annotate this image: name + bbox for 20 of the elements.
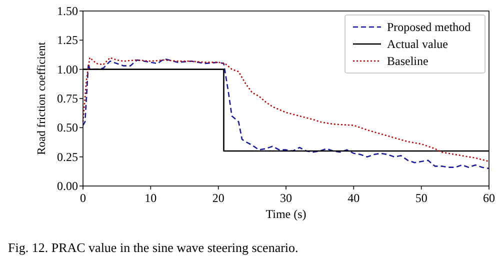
x-tick-label: 60: [483, 191, 495, 205]
y-tick-label: 1.50: [57, 4, 78, 18]
x-tick-label: 30: [280, 191, 292, 205]
x-tick-label: 10: [144, 191, 157, 205]
x-tick-label: 0: [80, 191, 86, 205]
x-tick-label: 40: [348, 191, 360, 205]
y-axis-title: Road friction coefficient: [36, 41, 48, 155]
legend-label: Baseline: [387, 54, 428, 68]
y-tick-label: 0.50: [57, 120, 78, 135]
y-tick-label: 1.00: [57, 62, 78, 76]
x-tick-label: 50: [415, 191, 428, 205]
x-tick-label: 20: [212, 191, 224, 205]
x-axis-title: Time (s): [266, 207, 306, 221]
legend-label: Actual value: [387, 37, 448, 51]
y-tick-label: 0.25: [57, 150, 78, 164]
y-tick-label: 0.00: [57, 179, 78, 193]
y-tick-label: 1.25: [57, 33, 78, 48]
legend-label: Proposed method: [387, 20, 471, 34]
caption: Fig. 12. PRAC value in the sine wave steering scenario.: [8, 240, 298, 255]
y-tick-label: 0.75: [57, 92, 78, 106]
